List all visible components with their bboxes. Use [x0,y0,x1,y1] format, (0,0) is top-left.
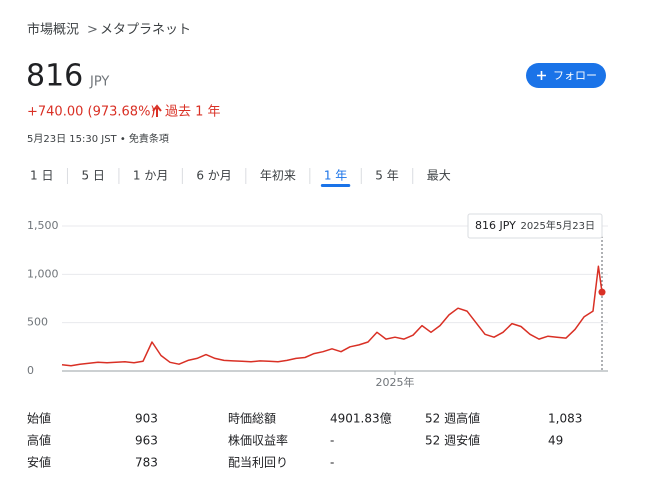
breadcrumb-parent[interactable]: 市場概況 [27,22,79,38]
range-tab[interactable]: 年初来 [260,169,296,183]
range-tab[interactable]: 5 日 [81,169,104,183]
y-tick-label: 1,500 [27,219,59,232]
range-tab[interactable]: 最大 [427,169,451,183]
stat-label: 時価総額 [228,412,276,426]
tab-underline [320,184,351,187]
stat-label: 配当利回り [228,456,288,470]
stat-label: 52 週安値 [425,433,480,448]
stat-label: 高値 [27,433,51,448]
range-tab[interactable]: 5 年 [375,169,398,183]
y-tick-label: 1,000 [27,267,59,280]
stat-value: 963 [135,434,158,448]
period: 過去 1 年 [165,105,221,120]
stat-value: 4901.83億 [330,412,392,426]
stat-label: 株価収益率 [228,433,288,448]
x-tick-label: 2025年 [376,375,415,389]
range-tab[interactable]: 6 か月 [196,169,231,183]
stat-value: 903 [135,412,158,426]
up-arrow [152,104,162,117]
currency: JPY [89,75,109,90]
tooltip-date: 2025年5月23日 [520,219,595,232]
stat-label: 52 週高値 [425,411,480,426]
stat-value: 783 [135,456,158,470]
change: +740.00 (973.68%) [27,105,156,120]
stat-value: 1,083 [548,412,582,426]
range-tab[interactable]: 1 年 [324,169,347,183]
last-point [598,288,606,296]
stat-value: 49 [548,434,563,448]
breadcrumb-separator: > [87,23,98,38]
follow-button[interactable] [526,63,606,88]
timestamp: 5月23日 15:30 JST • 免責条項 [27,132,169,145]
breadcrumb-current: メタプラネット [100,23,191,38]
price-line [61,265,603,367]
stat-value: - [330,434,334,448]
plus-icon [537,71,546,80]
y-tick-label: 500 [27,316,48,329]
range-tab[interactable]: 1 か月 [133,169,168,183]
stat-value: - [330,456,334,470]
tooltip-box [467,213,603,239]
stat-label: 安値 [27,455,51,470]
stat-label: 始値 [27,411,51,426]
price: 816 [26,59,83,94]
range-tab[interactable]: 1 日 [30,169,53,183]
follow-label: フォロー [553,69,597,82]
y-tick-label: 0 [27,364,34,377]
tooltip-value: 816 JPY [475,219,516,232]
